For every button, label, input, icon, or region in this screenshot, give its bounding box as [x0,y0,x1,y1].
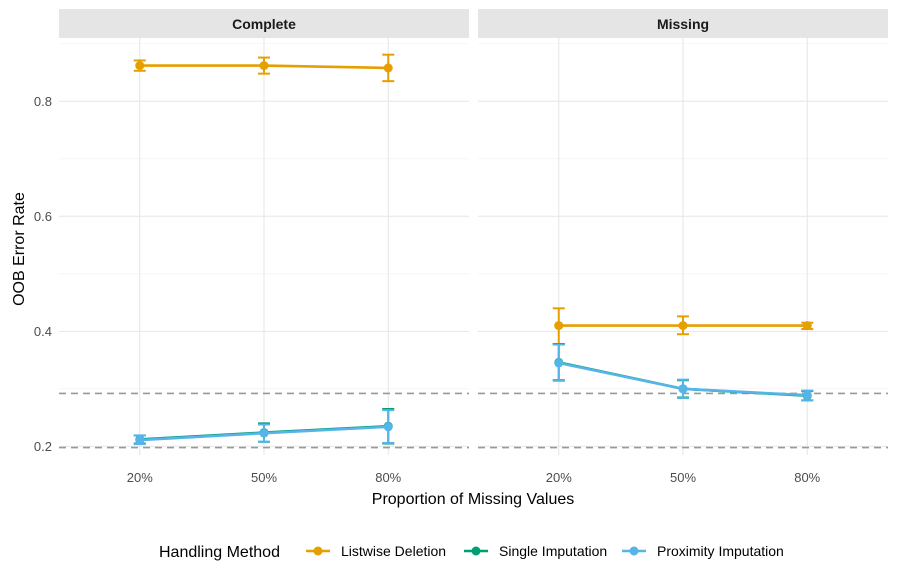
legend-key-proximity-imputation [622,546,646,556]
data-point-proximity-imputation [135,435,145,445]
y-tick-label: 0.2 [34,439,52,454]
grid-lines [59,38,888,455]
x-tick-label: 80% [375,470,401,485]
data-point-proximity-imputation [678,384,688,394]
legend-key-listwise-deletion [306,546,330,556]
legend-label-single-imputation: Single Imputation [499,543,607,559]
y-tick-label: 0.8 [34,94,52,109]
data-series [133,53,814,446]
data-point-listwise-deletion [135,61,145,71]
x-tick-labels: 20% 50% 80% 20% 50% 80% [127,470,821,485]
legend-key-point [471,546,481,556]
data-point-listwise-deletion [678,321,688,331]
panel-title-complete: Complete [232,16,296,32]
x-tick-label: 50% [670,470,696,485]
x-tick-label: 20% [127,470,153,485]
legend: Handling Method Listwise Deletion Single… [159,543,784,561]
x-tick-label: 80% [794,470,820,485]
legend-key-point [629,546,639,556]
data-point-proximity-imputation [259,428,269,438]
x-tick-label: 20% [546,470,572,485]
legend-key-point [313,546,323,556]
data-point-proximity-imputation [554,358,564,368]
data-point-listwise-deletion [802,321,812,331]
panel-title-missing: Missing [657,16,709,32]
legend-label-proximity-imputation: Proximity Imputation [657,543,784,559]
legend-label-listwise-deletion: Listwise Deletion [341,543,446,559]
data-point-proximity-imputation [802,390,812,400]
y-tick-label: 0.4 [34,324,52,339]
data-point-listwise-deletion [383,63,393,73]
y-tick-label: 0.6 [34,209,52,224]
x-axis-title: Proportion of Missing Values [372,491,574,508]
y-tick-labels: 0.2 0.4 0.6 0.8 [34,94,52,454]
legend-title: Handling Method [159,544,280,561]
legend-key-single-imputation [464,546,488,556]
strip-missing [478,9,888,38]
y-axis-title: OOB Error Rate [11,192,28,306]
data-point-proximity-imputation [383,422,393,432]
data-point-listwise-deletion [259,61,269,71]
x-tick-label: 50% [251,470,277,485]
data-point-listwise-deletion [554,321,564,331]
strip-complete [59,9,469,38]
